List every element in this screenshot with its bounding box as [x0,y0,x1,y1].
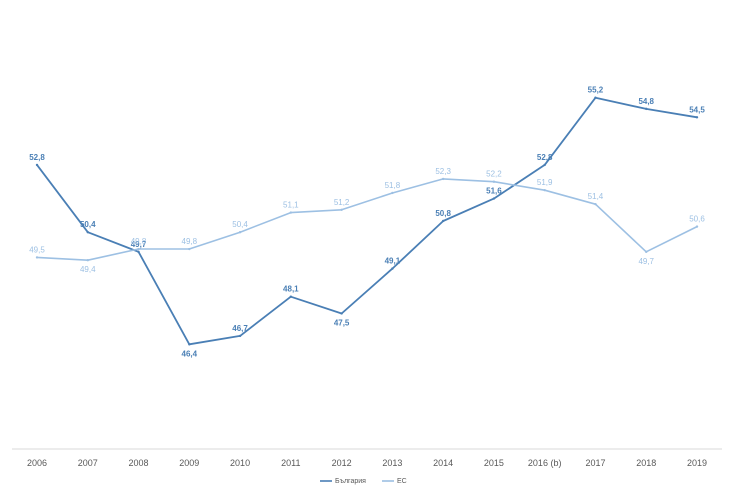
data-label: 50,6 [689,215,705,224]
data-label: 50,4 [232,220,248,229]
x-tick-label: 2017 [585,458,605,468]
data-label: 55,2 [588,86,604,95]
data-point [645,107,648,111]
data-label: 49,5 [29,245,45,254]
data-label: 49,7 [131,240,147,249]
data-label: 52,8 [29,153,45,162]
data-point [594,96,597,99]
data-point [594,202,597,206]
legend-label: България [335,478,366,485]
data-point [86,259,89,262]
data-point [391,267,394,270]
legend: България ЕС [320,478,407,485]
data-label: 48,1 [283,285,299,294]
data-label: 46,7 [232,324,248,333]
x-tick-label: 2010 [230,458,250,468]
data-label: 46,4 [182,349,198,358]
data-labels: 52,8 50,4 49,7 46,4 46,7 48,1 47,5 49,1 50,8 51,6… [29,86,705,359]
data-label: 50,8 [435,209,451,218]
data-label: 51,1 [283,201,299,210]
data-point [543,163,546,167]
data-label: 51,2 [334,198,350,207]
x-tick-label: 2016 (b) [528,458,562,468]
x-tick-label: 2007 [78,458,98,468]
data-point [543,188,546,192]
data-point [35,163,39,167]
series-lines [35,96,699,346]
data-label: 52,2 [486,170,502,179]
data-point [695,225,699,228]
data-point [391,191,394,195]
x-tick-label: 2009 [179,458,199,468]
data-point [289,211,293,214]
data-label: 51,4 [588,192,604,201]
data-label: 52,3 [435,167,451,176]
data-label: 54,8 [638,97,654,106]
x-tick-label: 2019 [687,458,707,468]
series-line-eu [36,178,698,262]
x-tick-label: 2014 [433,458,453,468]
data-point [492,180,496,183]
data-label: 49,8 [131,237,147,246]
x-tick-label: 2015 [484,458,504,468]
x-tick-label: 2006 [27,458,47,468]
data-point [441,219,445,223]
data-point [492,197,496,200]
data-point [35,256,39,259]
x-tick-label: 2018 [636,458,656,468]
data-point [188,343,191,346]
data-point [695,116,699,119]
x-tick-labels: 2006 2007 2008 2009 2010 2011 2012 2013 2014 2015… [27,458,707,468]
data-label: 49,8 [182,237,198,246]
data-point [340,208,343,211]
data-label: 47,5 [334,318,350,327]
data-point [645,250,648,254]
data-label: 52,8 [537,153,553,162]
data-point [441,177,445,181]
data-point [188,247,191,251]
data-point [137,247,140,251]
data-label: 49,7 [638,257,654,266]
data-label: 54,5 [689,105,705,114]
data-point [86,230,89,234]
data-point [238,230,242,234]
legend-label: ЕС [397,478,407,485]
x-tick-label: 2012 [332,458,352,468]
x-tick-label: 2008 [129,458,149,468]
series-line-bulgaria [36,96,698,346]
data-point [340,312,343,315]
data-label: 51,9 [537,178,553,187]
data-label: 49,4 [80,265,96,274]
x-tick-label: 2013 [382,458,402,468]
data-point [289,295,293,298]
data-label: 50,4 [80,220,96,229]
data-label: 51,8 [385,181,401,190]
data-label: 51,6 [486,187,502,196]
data-label: 49,1 [385,257,401,266]
data-point [238,334,242,338]
data-point [137,250,140,254]
x-tick-label: 2011 [281,458,300,468]
